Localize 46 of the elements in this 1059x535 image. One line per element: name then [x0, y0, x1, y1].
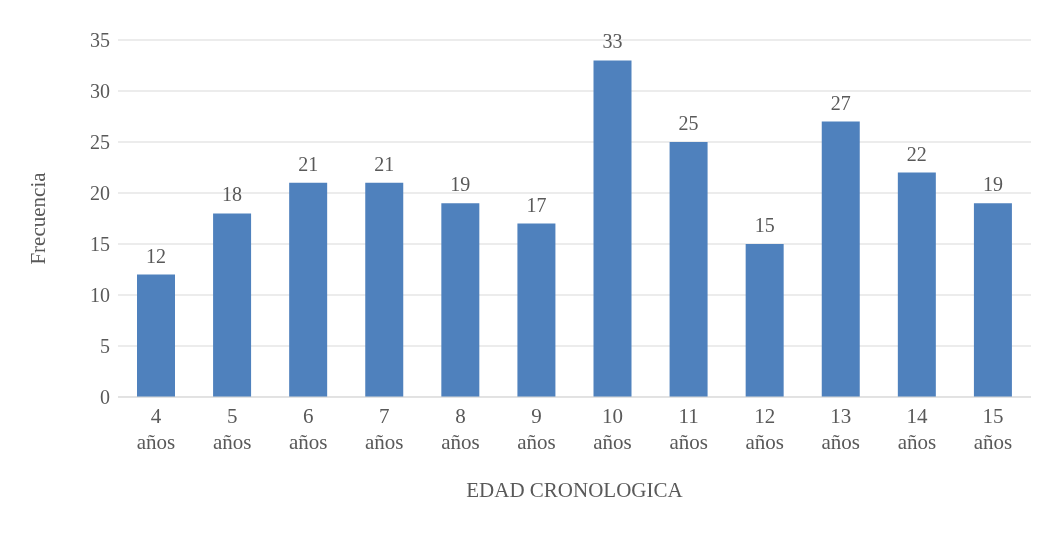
y-tick-label: 0 — [100, 386, 110, 409]
bar — [137, 274, 175, 397]
bar — [593, 60, 632, 397]
x-tick-label: 5 años — [212, 404, 252, 454]
x-tick-label: 11 años — [669, 404, 708, 454]
y-axis-title: Frecuencia — [26, 171, 51, 265]
bar — [213, 213, 252, 397]
data-label: 18 — [222, 183, 243, 206]
x-tick-label: 14 años — [897, 404, 937, 454]
x-tick-label: 10 años — [593, 404, 632, 454]
data-label: 27 — [830, 91, 851, 114]
x-tick-label: 12 años — [745, 404, 784, 454]
y-tick-label: 15 — [90, 233, 110, 256]
data-label: 25 — [678, 112, 699, 134]
bar — [897, 172, 936, 397]
y-tick-label: 20 — [90, 182, 110, 205]
bar — [365, 182, 404, 397]
data-label: 19 — [450, 173, 471, 196]
y-tick-label: 30 — [90, 80, 110, 103]
bar — [821, 121, 860, 397]
x-tick-label: 7 años — [365, 404, 404, 454]
x-tick-label: 15 años — [973, 404, 1013, 454]
x-tick-label: 4 años — [136, 404, 176, 454]
data-label: 22 — [906, 142, 927, 165]
x-tick-label: 8 años — [441, 404, 480, 454]
bar — [745, 244, 784, 397]
data-label: 21 — [374, 152, 395, 175]
data-label: 15 — [754, 214, 775, 236]
bar — [517, 223, 556, 397]
data-label: 19 — [982, 173, 1003, 196]
x-tick-label: 9 años — [517, 404, 556, 454]
data-label: 33 — [602, 30, 623, 53]
bar — [973, 203, 1012, 397]
data-label: 17 — [526, 193, 547, 216]
x-tick-label: 13 años — [821, 404, 861, 454]
bar — [289, 182, 328, 397]
y-tick-label: 35 — [90, 29, 110, 52]
y-tick-label: 25 — [90, 131, 110, 154]
data-label: 12 — [146, 244, 166, 267]
y-tick-label: 5 — [100, 335, 110, 358]
data-label: 21 — [298, 152, 319, 175]
x-tick-label: 6 años — [288, 404, 328, 454]
bar — [441, 203, 480, 397]
bar — [669, 142, 708, 397]
x-axis-title: EDAD CRONOLOGICA — [466, 478, 684, 502]
y-tick-label: 10 — [90, 284, 110, 307]
